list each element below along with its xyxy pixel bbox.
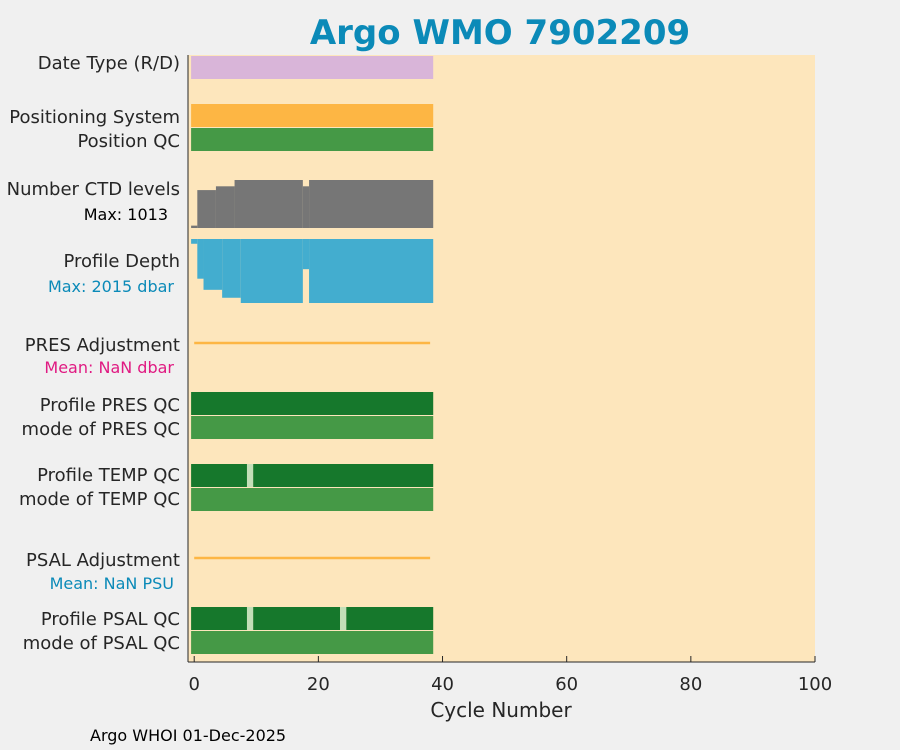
ctd_levels-bar-0	[191, 225, 198, 228]
x-tick-label-0: 0	[188, 674, 199, 695]
ctd_levels-bar-1	[197, 190, 216, 228]
psal_adjustment-label: PSAL Adjustment	[26, 550, 180, 571]
x-axis-label: Cycle Number	[430, 698, 572, 722]
profile_depth-bar-0	[191, 239, 198, 244]
position_qc-bar-0	[191, 128, 434, 151]
profile_psal_qc-bar-0	[191, 607, 247, 630]
profile_temp_qc-bar-0	[191, 464, 247, 487]
position_qc-label: Position QC	[77, 131, 180, 152]
profile_pres_qc-label: Profile PRES QC	[40, 395, 180, 416]
ctd_levels-bar-2	[215, 186, 235, 228]
profile_depth-bar-3	[222, 239, 241, 298]
mode_psal_qc-label: mode of PSAL QC	[23, 633, 180, 654]
profile_depth-bar-6	[309, 239, 434, 303]
profile_depth-sublabel: Max: 2015 dbar	[48, 277, 174, 296]
x-tick-label-100: 100	[798, 674, 832, 695]
positioning-bar-0	[191, 104, 434, 127]
profile_psal_qc-bar-4	[346, 607, 434, 630]
pres_adjustment-label: PRES Adjustment	[25, 335, 180, 356]
profile_psal_qc-bar-2	[253, 607, 341, 630]
ctd_levels-label: Number CTD levels	[7, 179, 180, 200]
psal_adjustment-sublabel: Mean: NaN PSU	[50, 574, 174, 593]
x-tick-label-60: 60	[555, 674, 578, 695]
profile_depth-label: Profile Depth	[63, 251, 180, 272]
profile_psal_qc-label: Profile PSAL QC	[41, 609, 180, 630]
x-tick-label-80: 80	[679, 674, 702, 695]
profile_pres_qc-bar-0	[191, 392, 434, 415]
plot-area	[188, 55, 815, 662]
ctd_levels-bar-4	[302, 186, 310, 228]
footer-credit: Argo WHOI 01-Dec-2025	[90, 726, 286, 745]
profile_depth-bar-4	[240, 239, 303, 303]
pres_adjustment-sublabel: Mean: NaN dbar	[44, 358, 174, 377]
mode_temp_qc-bar-0	[191, 488, 434, 511]
x-tick-label-20: 20	[307, 674, 330, 695]
x-tick-label-40: 40	[431, 674, 454, 695]
profile_temp_qc-label: Profile TEMP QC	[37, 465, 180, 486]
chart-title: Argo WMO 7902209	[310, 13, 690, 53]
date_type-bar-0	[191, 56, 434, 79]
profile_depth-bar-2	[203, 239, 223, 290]
ctd_levels-bar-3	[234, 180, 303, 228]
ctd_levels-sublabel: Max: 1013	[84, 205, 168, 224]
profile_depth-bar-1	[197, 239, 204, 279]
mode_pres_qc-bar-0	[191, 416, 434, 439]
mode_psal_qc-bar-0	[191, 631, 434, 654]
mode_temp_qc-label: mode of TEMP QC	[19, 489, 180, 510]
profile_depth-bar-5	[302, 239, 310, 270]
profile_temp_qc-bar-2	[253, 464, 434, 487]
positioning-label: Positioning System	[9, 107, 180, 128]
mode_pres_qc-label: mode of PRES QC	[22, 419, 180, 440]
profile_psal_qc-bar-3	[340, 607, 347, 630]
ctd_levels-bar-5	[309, 180, 434, 228]
profile_temp_qc-bar-1	[246, 464, 254, 487]
profile_psal_qc-bar-1	[246, 607, 254, 630]
date_type-label: Date Type (R/D)	[38, 53, 180, 74]
